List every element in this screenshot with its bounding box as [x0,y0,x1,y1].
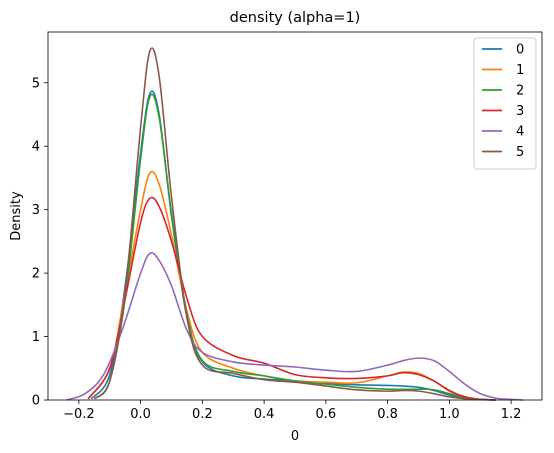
legend-label-1: 1 [516,63,524,78]
y-tick-label: 4 [32,140,40,155]
series-line-5 [93,47,496,401]
series-line-3 [87,196,496,401]
x-axis-label: 0 [291,429,299,444]
series-line-2 [93,93,496,401]
y-tick-label: 0 [32,394,40,409]
x-tick-label: −0.2 [63,407,95,422]
x-tick-label: 0.4 [254,407,275,422]
series-line-1 [87,170,496,401]
series-line-4 [66,252,524,401]
legend-label-0: 0 [516,43,524,58]
plot-frame [47,31,543,401]
y-axis-label: Density [9,191,24,241]
legend-label-3: 3 [516,104,524,119]
legend: 0 1 2 3 4 5 [473,37,537,170]
plot-lines [66,47,524,401]
legend-frame [473,37,537,170]
legend-label-2: 2 [516,84,524,99]
x-tick-label: 1.0 [439,407,460,422]
x-tick-label: 0.2 [192,407,213,422]
x-axis-ticks: −0.2 0.0 0.2 0.4 0.6 0.8 1.0 1.2 [63,400,521,422]
legend-label-5: 5 [516,145,524,160]
legend-label-4: 4 [516,125,524,140]
y-tick-label: 2 [32,267,40,282]
x-tick-label: 0.8 [377,407,398,422]
x-tick-label: 0.0 [130,407,151,422]
y-tick-label: 1 [32,330,40,345]
y-tick-label: 3 [32,203,40,218]
x-tick-label: 0.6 [316,407,337,422]
chart-title: density (alpha=1) [230,10,361,26]
x-tick-label: 1.2 [501,407,522,422]
series-line-0 [90,90,496,401]
y-axis-ticks: 0 1 2 3 4 5 [32,76,48,409]
y-tick-label: 5 [32,76,40,91]
